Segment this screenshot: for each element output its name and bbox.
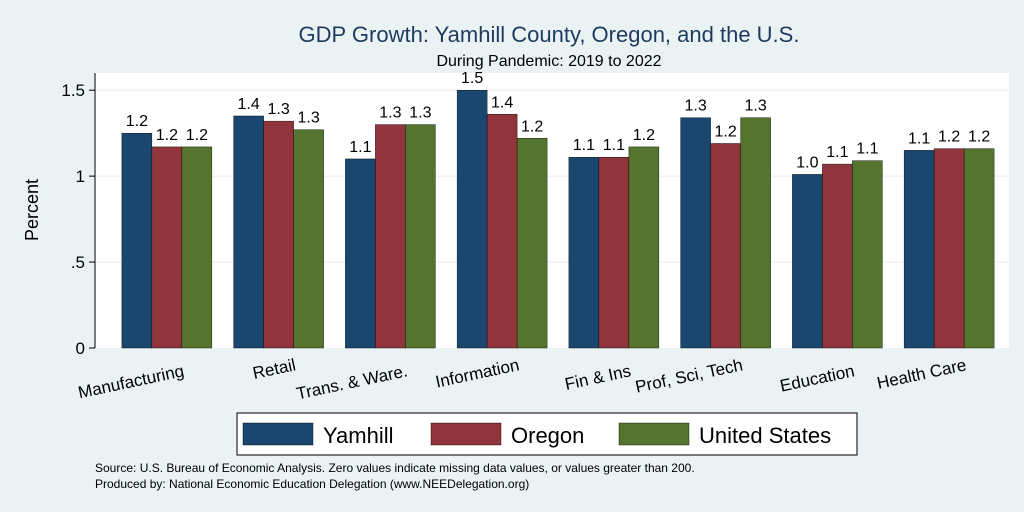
data-label: 1.3 xyxy=(298,110,320,127)
legend-label: United States xyxy=(699,423,831,448)
legend-items: Yamhill Oregon United States xyxy=(242,422,831,448)
y-axis-title: Percent xyxy=(22,179,42,241)
y-tick-label: .5 xyxy=(71,253,85,272)
y-tick-label: 0 xyxy=(76,339,85,358)
bar xyxy=(293,129,324,349)
source-note: Source: U.S. Bureau of Economic Analysis… xyxy=(95,461,695,475)
legend-swatch xyxy=(430,422,502,446)
y-tick-label: 1 xyxy=(76,167,85,186)
bar xyxy=(680,117,711,349)
bar xyxy=(852,160,883,349)
data-label: 1.1 xyxy=(603,137,625,154)
data-label: 1.4 xyxy=(238,96,260,113)
data-label: 1.3 xyxy=(745,98,767,115)
data-label: 1.1 xyxy=(573,137,595,154)
bar xyxy=(181,146,213,349)
legend-swatch xyxy=(618,422,690,446)
bar xyxy=(822,163,853,349)
bar xyxy=(486,114,518,349)
bar xyxy=(568,157,600,349)
bar xyxy=(151,146,183,349)
chart-title: GDP Growth: Yamhill County, Oregon, and … xyxy=(299,22,800,47)
legend-swatch xyxy=(242,422,314,446)
data-label: 1.2 xyxy=(938,129,960,146)
chart-subtitle: During Pandemic: 2019 to 2022 xyxy=(436,53,661,70)
legend: Yamhill Oregon United States xyxy=(236,412,858,456)
data-label: 1.3 xyxy=(685,98,707,115)
bar xyxy=(375,124,406,349)
data-label: 1.2 xyxy=(156,127,178,144)
legend-label: Yamhill xyxy=(323,423,394,448)
bar xyxy=(792,174,823,349)
bar xyxy=(405,124,436,349)
data-label: 1.3 xyxy=(409,105,431,122)
data-label: 1.3 xyxy=(379,105,401,122)
bar xyxy=(263,120,294,349)
bar xyxy=(903,150,935,349)
legend-box xyxy=(236,412,858,456)
y-tick-label: 1.5 xyxy=(61,81,85,100)
data-label: 1.0 xyxy=(796,154,818,171)
bar xyxy=(598,157,630,349)
data-label: 1.1 xyxy=(856,141,878,158)
legend-label: Oregon xyxy=(511,423,584,448)
producer-note: Produced by: National Economic Education… xyxy=(95,477,529,491)
bar xyxy=(516,138,548,349)
data-label: 1.1 xyxy=(826,144,848,161)
bar xyxy=(710,143,741,349)
data-label: 1.2 xyxy=(633,127,655,144)
data-label: 1.2 xyxy=(126,113,148,130)
bar xyxy=(456,89,488,349)
bar xyxy=(740,117,771,349)
bar xyxy=(963,148,995,349)
bar xyxy=(628,146,660,349)
data-label: 1.2 xyxy=(521,118,543,135)
data-label: 1.4 xyxy=(491,94,513,111)
data-labels: 1.2 1.2 1.2 1.4 1.3 1.3 1.1 1.3 1.3 1.5 1.4 1.2 1.1 1… xyxy=(126,70,991,171)
data-label: 1.3 xyxy=(268,101,290,118)
data-label: 1.1 xyxy=(349,139,371,156)
bar xyxy=(121,132,153,349)
y-ticks: 0 .5 1 1.5 xyxy=(61,81,95,358)
data-label: 1.5 xyxy=(461,70,483,87)
data-label: 1.2 xyxy=(186,127,208,144)
bar xyxy=(233,115,264,349)
data-label: 1.2 xyxy=(968,129,990,146)
bars xyxy=(121,89,995,349)
data-label: 1.1 xyxy=(908,130,930,147)
bar xyxy=(345,158,376,349)
bar xyxy=(933,148,965,349)
data-label: 1.2 xyxy=(715,123,737,140)
